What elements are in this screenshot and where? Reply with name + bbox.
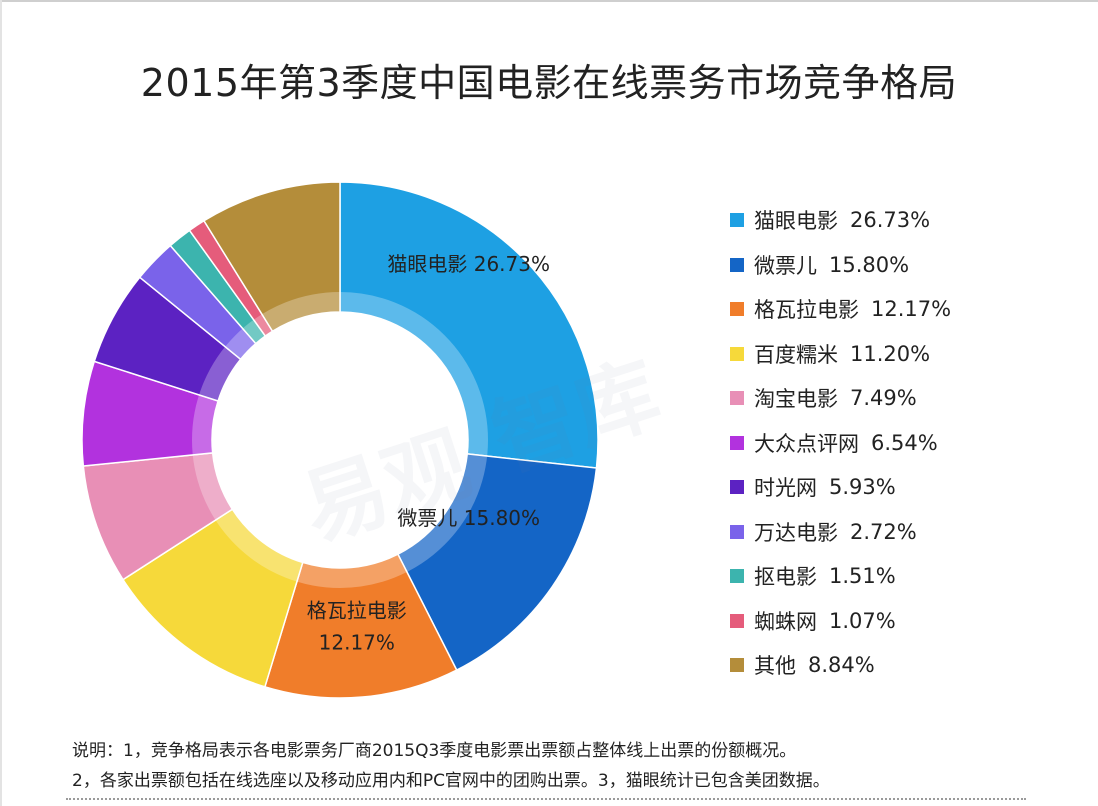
- legend-label-7: 时光网: [754, 476, 817, 501]
- legend-label-5: 淘宝电影: [754, 387, 838, 412]
- legend-value-4: 11.20%: [850, 341, 931, 366]
- chart-title: 2015年第3季度中国电影在线票务市场竞争格局: [140, 61, 958, 105]
- legend-value-7: 5.93%: [829, 475, 896, 500]
- legend-swatch-2: [730, 257, 744, 272]
- donut-slice-1: [339, 181, 599, 469]
- legend-item-1: 猫眼电影 26.73%: [730, 198, 951, 243]
- top-border: [0, 0, 1098, 2]
- donut-chart: 猫眼电影 26.73% 微票儿 15.80% 格瓦拉电影 12.17%: [81, 181, 599, 699]
- donut-slice-11: [202, 181, 341, 333]
- legend-label-6: 大众点评网: [754, 431, 859, 456]
- legend-label-1: 猫眼电影: [754, 209, 838, 234]
- slice-data-label-1-line-1: 猫眼电影 26.73%: [387, 252, 550, 276]
- slice-data-label-2-line-1: 微票儿 15.80%: [397, 506, 540, 530]
- legend-swatch-3: [730, 302, 744, 317]
- slice-data-label-3-line-1: 格瓦拉电影: [307, 598, 407, 622]
- footnote-line-2: 2，各家出票额包括在线选座以及移动应用内和PC官网中的团购出票。3，猫眼统计已包…: [72, 771, 830, 791]
- legend-label-8: 万达电影: [754, 520, 838, 545]
- legend-item-4: 百度糯米 11.20%: [730, 332, 951, 377]
- legend-item-10: 蜘蛛网 1.07%: [730, 599, 951, 644]
- legend-item-9: 抠电影 1.51%: [730, 554, 951, 599]
- legend-value-11: 8.84%: [808, 653, 875, 678]
- left-border: [0, 0, 2, 806]
- legend-value-5: 7.49%: [850, 386, 917, 411]
- legend-label-3: 格瓦拉电影: [754, 298, 859, 323]
- legend-swatch-10: [730, 613, 744, 628]
- legend-value-1: 26.73%: [850, 208, 931, 233]
- slice-data-label-3-line-2: 12.17%: [319, 630, 395, 654]
- legend-swatch-5: [730, 391, 744, 406]
- legend-item-5: 淘宝电影 7.49%: [730, 376, 951, 421]
- legend-label-10: 蜘蛛网: [754, 609, 817, 634]
- legend-value-3: 12.17%: [871, 297, 952, 322]
- donut-slice-2: [396, 453, 598, 672]
- legend-label-4: 百度糯米: [754, 342, 838, 367]
- legend-swatch-11: [730, 658, 744, 673]
- footnote-divider: [66, 798, 1026, 800]
- donut-inner-ring: [192, 292, 488, 588]
- legend-value-8: 2.72%: [850, 519, 917, 544]
- legend-item-11: 其他 8.84%: [730, 643, 951, 688]
- chart-legend: 猫眼电影 26.73% 微票儿 15.80% 格瓦拉电影 12.17% 百度糯米 11.20%…: [730, 198, 951, 688]
- legend-swatch-8: [730, 524, 744, 539]
- legend-value-9: 1.51%: [829, 564, 896, 589]
- legend-swatch-9: [730, 569, 744, 584]
- legend-item-3: 格瓦拉电影 12.17%: [730, 287, 951, 332]
- legend-value-2: 15.80%: [829, 252, 910, 277]
- footnote-line-1: 说明：1，竞争格局表示各电影票务厂商2015Q3季度电影票出票额占整体线上出票的…: [72, 741, 797, 761]
- legend-value-10: 1.07%: [829, 608, 896, 633]
- legend-item-7: 时光网 5.93%: [730, 465, 951, 510]
- legend-swatch-7: [730, 480, 744, 495]
- legend-item-6: 大众点评网 6.54%: [730, 421, 951, 466]
- legend-label-9: 抠电影: [754, 565, 817, 590]
- legend-swatch-1: [730, 213, 744, 228]
- legend-swatch-6: [730, 435, 744, 450]
- legend-swatch-4: [730, 346, 744, 361]
- legend-value-6: 6.54%: [871, 430, 938, 455]
- legend-label-11: 其他: [754, 654, 796, 679]
- legend-item-2: 微票儿 15.80%: [730, 243, 951, 288]
- legend-label-2: 微票儿: [754, 253, 817, 278]
- legend-item-8: 万达电影 2.72%: [730, 510, 951, 555]
